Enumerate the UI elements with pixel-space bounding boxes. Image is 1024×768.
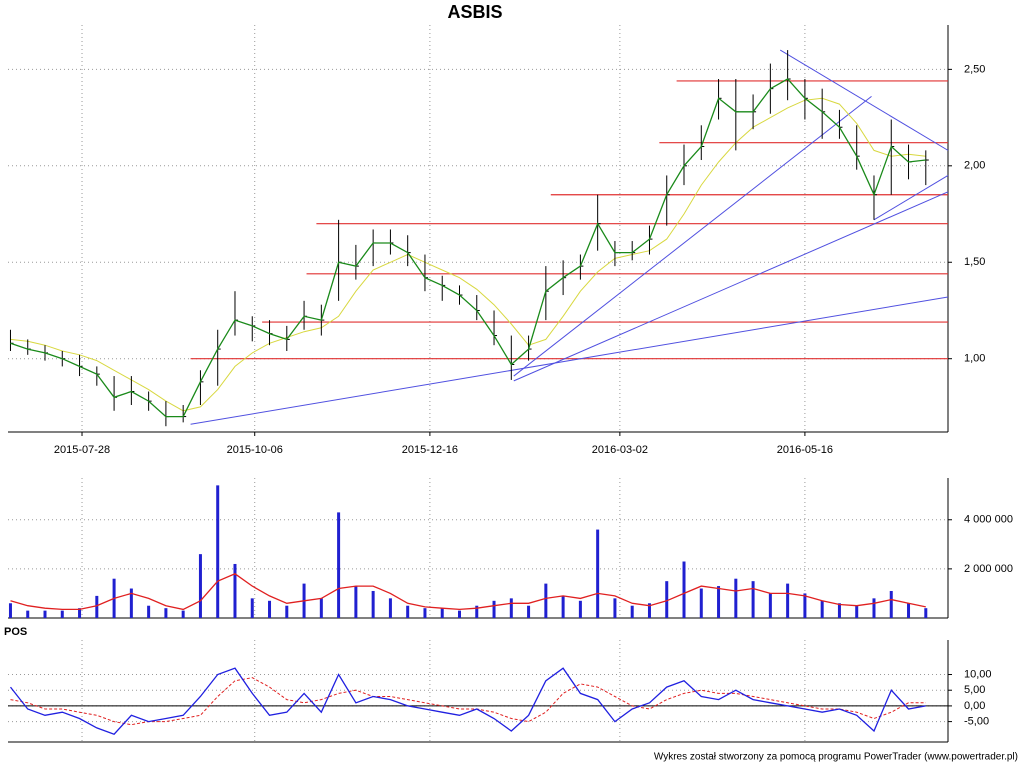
- volume-bar: [665, 581, 669, 618]
- volume-bar: [734, 578, 738, 618]
- volume-bar: [250, 598, 254, 618]
- volume-bar: [872, 598, 876, 618]
- footer: Wykres został stworzony za pomocą progra…: [654, 752, 1018, 763]
- trend-line: [190, 296, 949, 425]
- volume-bar: [8, 603, 12, 618]
- volume-bar: [578, 600, 582, 618]
- trend-line: [873, 175, 949, 221]
- volume-bar: [406, 605, 410, 618]
- y-tick-label: 0,00: [964, 700, 985, 712]
- volume-bar: [613, 598, 617, 618]
- y-tick-label: 4 000 000: [964, 514, 1013, 526]
- volume-bar: [699, 588, 703, 618]
- y-tick-label: 2,00: [964, 160, 985, 172]
- indicator-line: [10, 677, 926, 726]
- volume-bar: [181, 610, 185, 618]
- volume-bar: [855, 605, 859, 618]
- y-tick-label: 2,50: [964, 63, 985, 75]
- volume-bar: [233, 563, 237, 618]
- y-tick-label: 1,50: [964, 256, 985, 268]
- volume-bar: [147, 605, 151, 618]
- volume-bar: [544, 583, 548, 618]
- x-tick-label: 2015-07-28: [54, 444, 110, 456]
- y-tick-label: 2 000 000: [964, 563, 1013, 575]
- volume-bar: [492, 600, 496, 618]
- volume-bar: [129, 588, 133, 618]
- volume-bar: [682, 561, 686, 618]
- y-tick-label: -5,00: [964, 716, 989, 728]
- volume-average: [10, 573, 926, 611]
- volume-bar: [751, 581, 755, 618]
- volume-bar: [820, 600, 824, 618]
- volume-bar: [924, 608, 928, 618]
- volume-bar: [803, 593, 807, 618]
- volume-bar: [768, 593, 772, 618]
- volume-bar: [630, 605, 634, 618]
- y-tick-label: 5,00: [964, 684, 985, 696]
- x-tick-label: 2016-03-02: [592, 444, 648, 456]
- volume-bar: [60, 610, 64, 618]
- volume-bar: [561, 595, 565, 618]
- x-tick-label: 2015-10-06: [227, 444, 283, 456]
- volume-bar: [907, 603, 911, 618]
- close-line: [10, 78, 926, 418]
- volume-bar: [43, 610, 47, 618]
- volume-bar: [26, 610, 30, 618]
- volume-bar: [837, 603, 841, 618]
- panel-title: POS: [4, 626, 27, 638]
- volume-bar: [95, 595, 99, 618]
- volume-bar: [319, 598, 323, 618]
- volume-bar: [786, 583, 790, 618]
- volume-bar: [216, 485, 220, 618]
- y-tick-label: 10,00: [964, 668, 992, 680]
- volume-bar: [354, 586, 358, 618]
- indicator-line: [9, 667, 926, 735]
- volume-bar: [285, 605, 289, 618]
- volume-bar: [509, 598, 513, 618]
- moving-average: [10, 97, 926, 412]
- volume-bar: [388, 598, 392, 618]
- volume-bar: [423, 608, 427, 618]
- volume-bar: [371, 590, 375, 618]
- volume-bar: [475, 605, 479, 618]
- volume-bar: [596, 529, 600, 618]
- trend-line: [513, 191, 949, 382]
- volume-bar: [717, 586, 721, 618]
- x-tick-label: 2016-05-16: [777, 444, 833, 456]
- volume-bar: [198, 554, 202, 618]
- trend-line: [513, 95, 872, 377]
- volume-bar: [457, 610, 461, 618]
- volume-bar: [268, 600, 272, 618]
- volume-bar: [889, 590, 893, 618]
- volume-bar: [440, 608, 444, 618]
- volume-bar: [527, 605, 531, 618]
- x-tick-label: 2015-12-16: [402, 444, 458, 456]
- volume-bar: [647, 603, 651, 618]
- volume-bar: [337, 512, 341, 618]
- volume-bar: [164, 608, 168, 618]
- chart-title: ASBIS: [447, 2, 502, 22]
- volume-bar: [78, 608, 82, 618]
- y-tick-label: 1,00: [964, 353, 985, 365]
- trend-line: [779, 49, 949, 151]
